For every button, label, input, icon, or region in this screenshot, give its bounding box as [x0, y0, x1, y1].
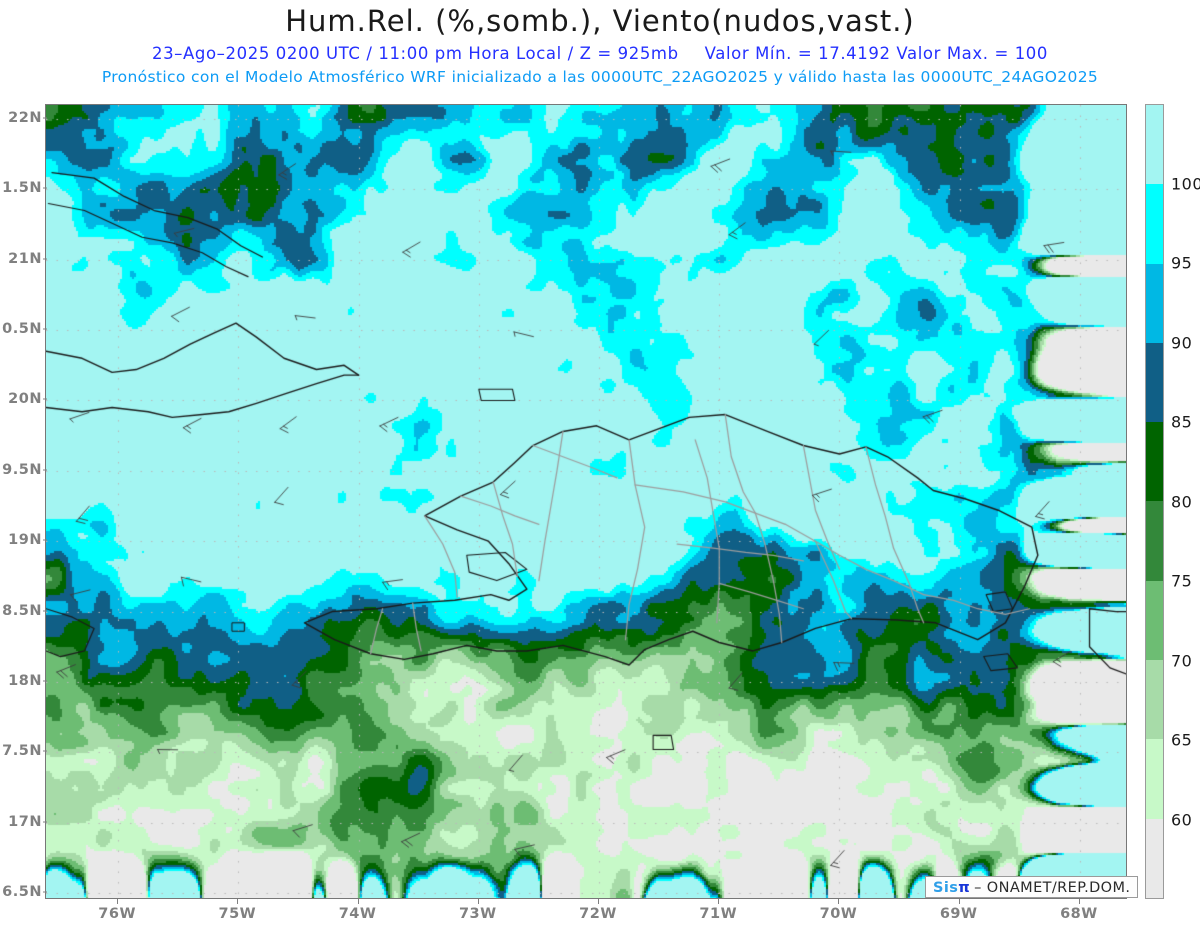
lat-tick-label: 21N [8, 250, 42, 267]
attribution-badge: Sis π – ONAMET/REP.DOM. [925, 876, 1139, 898]
lat-tick-mark [43, 469, 47, 471]
subtitle-valid-time: 23–Ago–2025 0200 UTC / 11:00 pm Hora Loc… [0, 44, 1200, 63]
lon-tick-label: 71W [699, 906, 738, 922]
lon-tick-label: 68W [1060, 906, 1098, 922]
colorbar-tick-label: 65 [1171, 730, 1193, 750]
lat-tick-mark [43, 117, 47, 119]
lat-tick-mark [43, 680, 47, 682]
lat-tick-label: 20N [8, 391, 42, 408]
lon-tick-mark [1078, 899, 1080, 904]
lon-tick-mark [477, 899, 479, 904]
colorbar-tick-label: 60 [1171, 810, 1193, 829]
colorbar-band [1146, 184, 1163, 264]
lat-tick-mark [43, 610, 47, 612]
colorbar-tick-label: 90 [1171, 333, 1193, 352]
lat-tick-label: 22N [8, 110, 42, 127]
colorbar-tick-label: 100 [1171, 174, 1200, 193]
humidity-contour-map[interactable] [46, 105, 1126, 898]
lat-tick-label: 9.5N [2, 461, 42, 478]
colorbar-tick-label: 75 [1171, 571, 1193, 591]
colorbar-band [1146, 263, 1163, 343]
lon-tick-mark [598, 899, 600, 904]
lat-tick-label: 0.5N [2, 321, 42, 338]
lat-tick-mark [43, 750, 47, 752]
lat-tick-label: 6.5N [2, 883, 42, 900]
lon-tick-mark [838, 899, 840, 904]
colorbar-band [1146, 660, 1163, 740]
lon-tick-mark [357, 899, 359, 904]
lon-tick-label: 75W [218, 906, 257, 922]
lon-tick-label: 74W [338, 906, 377, 922]
colorbar-band [1146, 105, 1163, 185]
lat-tick-label: 17N [8, 813, 42, 830]
lon-tick-label: 72W [579, 906, 617, 922]
lon-tick-mark [718, 899, 720, 904]
lon-tick-label: 70W [819, 906, 858, 922]
lat-tick-label: 19N [8, 532, 42, 549]
lat-tick-mark [43, 258, 47, 260]
colorbar-band [1146, 818, 1163, 898]
lat-tick-mark [43, 821, 47, 823]
lon-tick-mark [237, 899, 239, 904]
colorbar-band [1146, 739, 1163, 819]
colorbar-band [1146, 580, 1163, 661]
attribution-org: – ONAMET/REP.DOM. [974, 879, 1131, 896]
lon-tick-label: 76W [98, 906, 136, 922]
lat-tick-label: 1.5N [2, 180, 42, 197]
lat-tick-mark [43, 539, 47, 541]
lat-tick-label: 18N [8, 672, 42, 689]
lon-tick-mark [117, 899, 119, 904]
colorbar-tick-label: 80 [1171, 492, 1193, 511]
lon-tick-label: 73W [458, 906, 497, 922]
page-title: Hum.Rel. (%,somb.), Viento(nudos,vast.) [285, 4, 915, 38]
colorbar-tick-label: 85 [1171, 412, 1193, 432]
colorbar-band [1146, 422, 1163, 502]
lat-tick-label: 8.5N [2, 602, 42, 619]
colorbar-tick-label: 70 [1171, 651, 1193, 670]
subtitle-minmax-text: Valor Mín. = 17.4192 Valor Max. = 100 [704, 44, 1049, 63]
colorbar-tick-label: 95 [1171, 253, 1193, 273]
map-plot-frame[interactable] [45, 104, 1127, 899]
sispi-logo-sis: Sis [933, 879, 959, 896]
header: Hum.Rel. (%,somb.), Viento(nudos,vast.) … [0, 0, 1200, 95]
lat-tick-mark [43, 891, 47, 893]
lat-tick-mark [43, 187, 47, 189]
colorbar[interactable] [1145, 104, 1164, 899]
sispi-logo-pi: π [958, 879, 971, 896]
subtitle-left-text: 23–Ago–2025 0200 UTC / 11:00 pm Hora Loc… [151, 44, 679, 63]
lon-tick-mark [958, 899, 960, 904]
lon-tick-label: 69W [939, 906, 978, 922]
colorbar-band [1146, 501, 1163, 581]
colorbar-band [1146, 342, 1163, 423]
lat-tick-mark [43, 398, 47, 400]
lat-tick-label: 7.5N [2, 743, 42, 760]
subtitle-model-info: Pronóstico con el Modelo Atmosférico WRF… [101, 68, 1099, 86]
lat-tick-mark [43, 328, 47, 330]
